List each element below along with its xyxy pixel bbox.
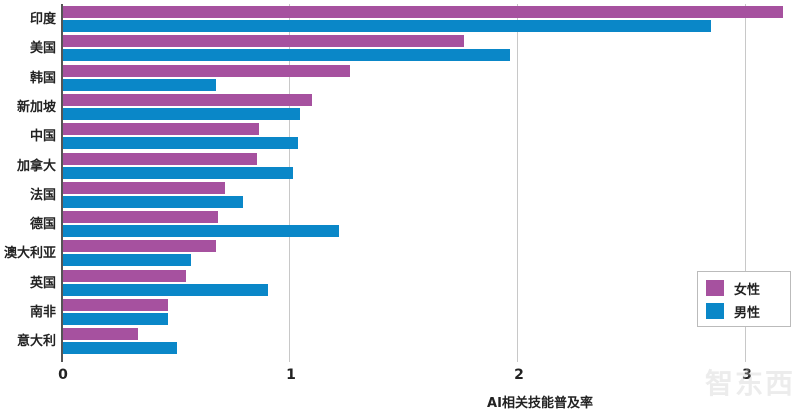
legend: 女性 男性	[697, 271, 791, 327]
bar-male	[63, 254, 191, 267]
bar-female	[63, 64, 351, 77]
category-label: 新加坡	[16, 99, 56, 115]
bar-female	[63, 35, 465, 48]
bar-female	[63, 152, 257, 165]
x-tick-label: 0	[58, 367, 68, 383]
bar-male	[63, 137, 298, 150]
bar-female	[63, 269, 187, 282]
bar-female	[63, 328, 139, 341]
legend-swatch-female	[706, 280, 724, 296]
bar-male	[63, 166, 294, 179]
category-label: 印度	[29, 12, 56, 27]
bar-female	[63, 123, 260, 136]
category-label: 德国	[29, 217, 56, 233]
bar-male	[63, 78, 216, 91]
category-label: 加拿大	[16, 158, 56, 174]
category-label: 南非	[29, 305, 56, 320]
gridline	[517, 4, 518, 362]
x-tick-label: 2	[514, 367, 524, 383]
bar-female	[63, 93, 312, 106]
bar-male	[63, 195, 244, 208]
legend-label-female: 女性	[734, 282, 761, 298]
legend-label-male: 男性	[734, 305, 761, 321]
legend-item-male: 男性	[706, 302, 761, 321]
category-label: 澳大利亚	[3, 246, 56, 262]
category-label: 韩国	[29, 70, 56, 86]
category-label: 意大利	[16, 334, 56, 350]
x-tick-label: 3	[742, 367, 752, 383]
bar-male	[63, 313, 168, 325]
category-label: 美国	[29, 41, 56, 57]
category-label: 中国	[29, 129, 56, 145]
bar-male	[63, 107, 301, 120]
legend-item-female: 女性	[706, 279, 761, 298]
gridline	[745, 4, 746, 362]
x-tick-label: 1	[286, 367, 296, 383]
bar-male	[63, 49, 510, 62]
gridline	[289, 4, 290, 362]
bar-male	[63, 225, 339, 238]
x-axis-label: AI相关技能普及率	[487, 396, 593, 411]
bar-female	[63, 240, 216, 253]
bar-female	[63, 299, 168, 311]
y-axis-line	[61, 4, 63, 362]
bar-male	[63, 283, 269, 296]
bar-female	[63, 211, 219, 224]
bar-male	[63, 342, 177, 355]
bar-male	[63, 20, 711, 32]
bar-female	[63, 181, 225, 194]
category-label: 英国	[29, 275, 56, 291]
bar-female	[63, 6, 784, 18]
category-label: 法国	[29, 187, 56, 203]
legend-swatch-male	[706, 303, 724, 319]
